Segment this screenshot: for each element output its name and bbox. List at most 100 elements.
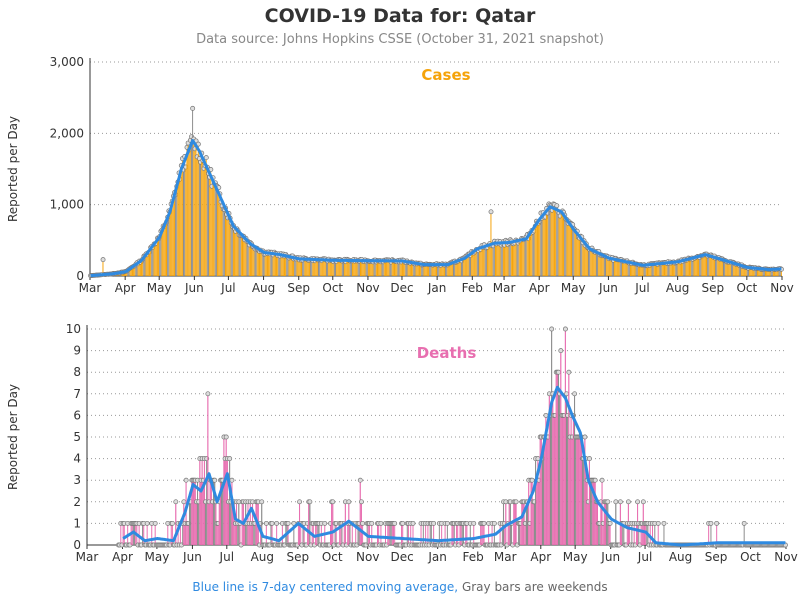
- deaths-daily-bar: [561, 415, 563, 545]
- deaths-xtick-label: Jul: [219, 550, 234, 564]
- cases-daily-bar: [590, 249, 592, 276]
- cases-daily-bar: [506, 241, 508, 276]
- cases-daily-bar: [769, 269, 771, 276]
- deaths-ytick-label: 5: [73, 430, 81, 444]
- cases-daily-bar: [564, 215, 566, 276]
- deaths-daily-bar: [579, 437, 581, 545]
- cases-daily-bar: [128, 269, 130, 276]
- cases-daily-bar: [235, 231, 237, 276]
- cases-xtick-label: Aug: [666, 281, 689, 295]
- cases-daily-bar: [273, 252, 275, 276]
- deaths-daily-point: [587, 456, 592, 462]
- deaths-daily-bar: [593, 480, 595, 545]
- deaths-daily-bar: [571, 437, 573, 545]
- cases-daily-bar: [541, 218, 543, 276]
- deaths-daily-point: [400, 520, 406, 526]
- cases-daily-bar: [533, 230, 535, 276]
- cases-daily-bar: [451, 261, 453, 276]
- cases-daily-bar: [313, 258, 315, 276]
- cases-daily-bar: [303, 257, 305, 276]
- cases-daily-bar: [628, 263, 630, 276]
- cases-daily-bar: [677, 261, 679, 276]
- deaths-daily-bar: [588, 458, 590, 545]
- cases-daily-bar: [357, 260, 359, 276]
- cases-daily-bar: [163, 226, 165, 276]
- cases-daily-bar: [548, 203, 550, 276]
- cases-daily-bar: [261, 251, 263, 276]
- cases-daily-bar: [354, 261, 356, 276]
- cases-daily-bar: [168, 210, 170, 276]
- cases-daily-bar: [316, 258, 318, 276]
- cases-daily-bar: [709, 255, 711, 276]
- cases-daily-bar: [607, 256, 609, 276]
- cases-daily-bar: [293, 258, 295, 276]
- cases-daily-bar: [367, 260, 369, 276]
- cases-daily-bar: [500, 244, 502, 276]
- cases-daily-bar: [448, 263, 450, 276]
- deaths-daily-point: [471, 520, 477, 526]
- cases-daily-bar: [569, 223, 571, 276]
- cases-daily-bar: [430, 264, 432, 276]
- cases-daily-bar: [715, 258, 717, 276]
- cases-daily-bar: [133, 266, 135, 276]
- cases-daily-bar: [401, 259, 403, 276]
- deaths-daily-bar: [227, 501, 229, 545]
- deaths-daily-bar: [564, 329, 566, 545]
- cases-daily-bar: [508, 243, 510, 276]
- cases-daily-bar: [622, 261, 624, 276]
- cases-daily-bar: [143, 256, 145, 276]
- cases-daily-bar: [609, 257, 611, 276]
- cases-daily-bar: [306, 259, 308, 276]
- deaths-daily-point: [369, 520, 375, 526]
- cases-daily-bar: [521, 238, 523, 276]
- cases-daily-bar: [196, 156, 198, 276]
- cases-daily-bar: [139, 262, 141, 276]
- cases-daily-bar: [540, 212, 542, 276]
- deaths-daily-point: [625, 499, 631, 505]
- deaths-daily-bar: [574, 393, 575, 545]
- footer-moving-average-note: Blue line is 7-day centered moving avera…: [192, 580, 459, 594]
- deaths-daily-bar: [213, 480, 214, 545]
- deaths-xtick-label: Jul: [637, 550, 652, 564]
- cases-daily-bar: [717, 257, 719, 276]
- cases-daily-bar: [394, 261, 396, 276]
- cases-daily-bar: [620, 259, 622, 276]
- cases-daily-bar: [414, 263, 416, 276]
- cases-daily-bar: [603, 255, 605, 276]
- cases-daily-bar: [441, 263, 443, 276]
- deaths-daily-bar: [199, 458, 201, 545]
- cases-xtick-label: May: [561, 281, 586, 295]
- cases-daily-bar: [746, 267, 748, 276]
- cases-daily-bar: [688, 258, 690, 276]
- cases-daily-bar: [700, 255, 702, 276]
- cases-daily-bar: [215, 185, 217, 276]
- cases-daily-bar: [654, 263, 656, 276]
- cases-daily-bar: [668, 263, 670, 276]
- cases-daily-bar: [244, 239, 246, 276]
- cases-daily-bar: [750, 267, 752, 276]
- deaths-daily-bar: [223, 437, 225, 545]
- cases-daily-bar: [365, 261, 367, 276]
- cases-daily-bar: [302, 259, 304, 276]
- cases-daily-bar: [217, 186, 219, 276]
- cases-xtick-label: Nov: [356, 281, 379, 295]
- cases-daily-bar: [264, 254, 266, 276]
- cases-daily-bar: [738, 265, 740, 276]
- cases-daily-bar: [136, 262, 138, 276]
- cases-daily-bar: [319, 259, 321, 276]
- cases-daily-bar: [626, 260, 628, 276]
- cases-daily-bar: [296, 257, 298, 276]
- cases-daily-bar: [305, 258, 307, 276]
- cases-daily-bar: [156, 238, 158, 276]
- cases-daily-bar: [690, 258, 692, 276]
- cases-daily-bar: [428, 264, 430, 276]
- deaths-daily-bar: [190, 501, 192, 545]
- cases-daily-bar: [162, 226, 164, 276]
- cases-daily-bar: [288, 258, 290, 276]
- deaths-ytick-label: 10: [66, 322, 81, 336]
- deaths-xtick-label: Aug: [251, 550, 274, 564]
- cases-daily-bar: [236, 228, 238, 276]
- deaths-daily-point: [655, 520, 661, 526]
- cases-daily-bar: [392, 260, 394, 276]
- deaths-xtick-label: Mar: [76, 550, 99, 564]
